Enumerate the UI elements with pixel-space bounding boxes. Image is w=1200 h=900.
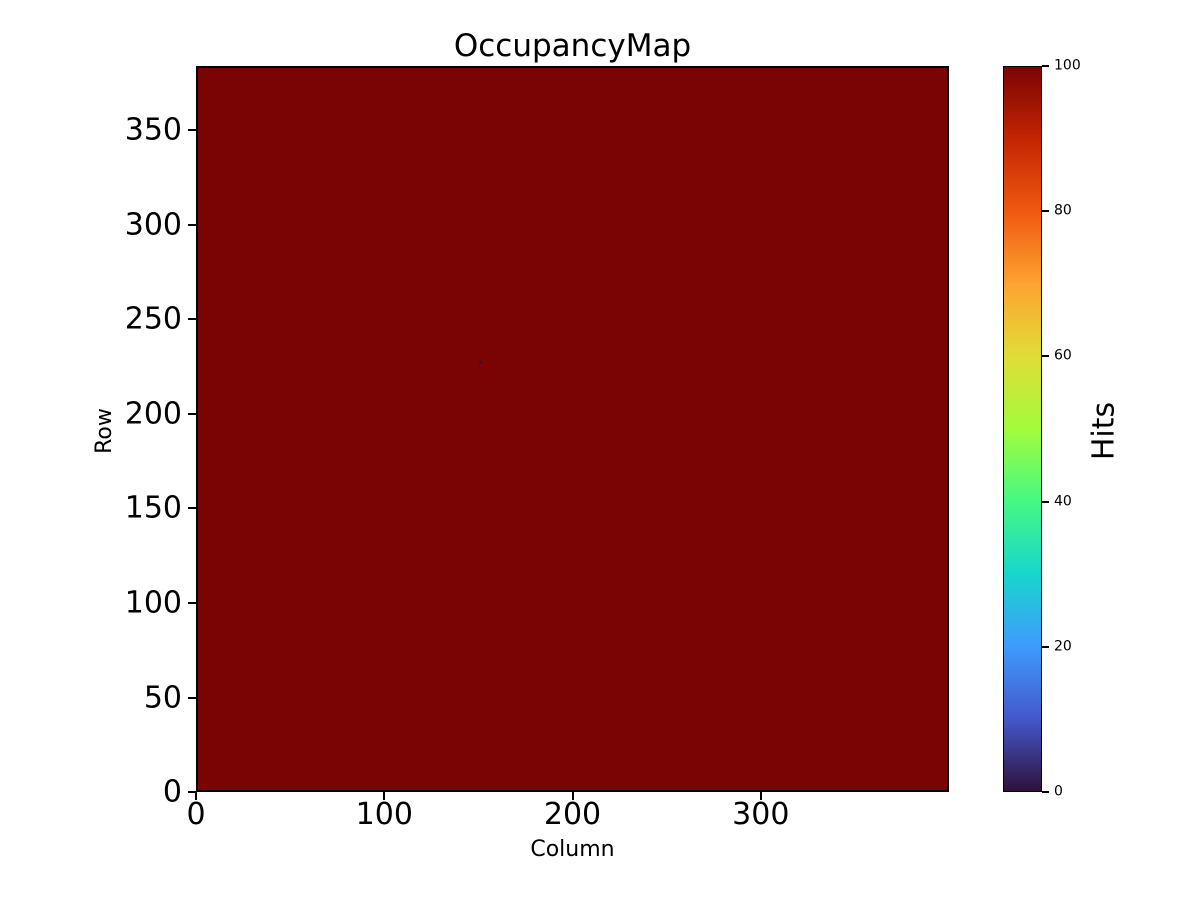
y-axis-label: Row xyxy=(91,408,117,454)
y-tick-mark xyxy=(188,223,196,226)
y-tick-label: 350 xyxy=(124,112,182,148)
x-tick-mark xyxy=(759,792,762,800)
y-tick-label: 200 xyxy=(124,396,182,432)
x-tick-label: 0 xyxy=(186,797,206,832)
colorbar-tick-mark xyxy=(1042,500,1049,503)
x-tick-label: 100 xyxy=(355,797,413,832)
y-tick-mark xyxy=(188,412,196,415)
colorbar-tick-label: 60 xyxy=(1054,347,1072,364)
y-tick-label: 50 xyxy=(143,680,182,715)
y-tick-mark xyxy=(188,318,196,321)
y-tick-mark xyxy=(188,129,196,132)
x-tick-label: 300 xyxy=(732,797,790,832)
colorbar-tick-mark xyxy=(1042,210,1049,213)
x-axis-label: Column xyxy=(530,837,615,862)
y-tick-mark xyxy=(188,601,196,604)
colorbar-tick-mark xyxy=(1042,791,1049,793)
colorbar-tick-mark xyxy=(1042,65,1049,67)
colorbar-tick-mark xyxy=(1042,355,1049,358)
y-tick-label: 100 xyxy=(124,585,182,621)
chart-title: OccupancyMap xyxy=(453,28,692,64)
y-tick-label: 250 xyxy=(124,301,182,337)
colorbar-gradient xyxy=(1004,67,1041,791)
colorbar-label: Hits xyxy=(1086,401,1122,461)
colorbar-tick-label: 100 xyxy=(1054,57,1081,74)
colorbar-tick-label: 0 xyxy=(1054,783,1063,800)
y-tick-label: 0 xyxy=(162,774,182,810)
colorbar-tick-label: 20 xyxy=(1054,638,1072,655)
y-tick-mark xyxy=(188,696,196,699)
dead-pixel-marker xyxy=(478,361,482,365)
y-tick-mark xyxy=(188,791,196,793)
colorbar-tick-label: 80 xyxy=(1054,202,1072,219)
heatmap-plot-area xyxy=(196,66,949,792)
x-tick-label: 200 xyxy=(543,797,602,832)
colorbar-tick-label: 40 xyxy=(1054,492,1072,509)
x-tick-mark xyxy=(571,792,574,800)
y-tick-label: 300 xyxy=(124,207,182,243)
x-tick-mark xyxy=(195,792,197,800)
y-tick-label: 150 xyxy=(124,490,182,526)
y-tick-mark xyxy=(188,507,196,510)
x-tick-mark xyxy=(383,792,386,800)
colorbar-tick-mark xyxy=(1042,645,1049,648)
colorbar xyxy=(1003,66,1042,792)
